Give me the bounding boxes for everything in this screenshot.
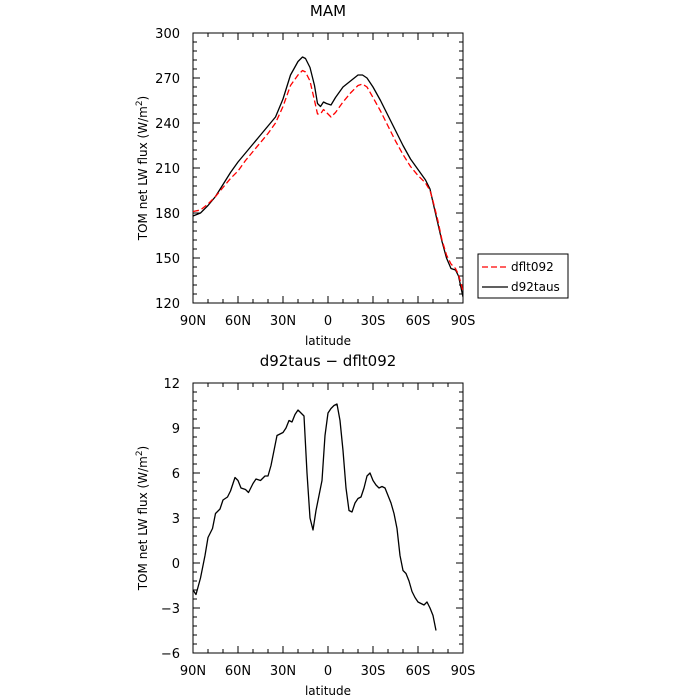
series-line-dflt092 bbox=[193, 69, 463, 292]
y-tick-label: 210 bbox=[155, 162, 180, 177]
x-tick-label: 60N bbox=[225, 314, 251, 329]
y-tick-label: 300 bbox=[155, 27, 180, 42]
chart-title: d92taus − dflt092 bbox=[260, 352, 397, 370]
series-line-d92taus bbox=[193, 56, 463, 298]
x-tick-label: 90S bbox=[451, 664, 476, 679]
legend-entry: d92taus bbox=[511, 280, 560, 294]
y-tick-label: 180 bbox=[155, 207, 180, 222]
y-tick-label: 0 bbox=[172, 557, 180, 572]
x-tick-label: 30S bbox=[361, 314, 386, 329]
y-axis-label-sup: 2 bbox=[135, 450, 145, 456]
x-tick-label: 30N bbox=[270, 314, 296, 329]
y-tick-label: −3 bbox=[161, 602, 180, 617]
legend-entry: dflt092 bbox=[511, 260, 554, 274]
y-axis-label-main: TOM net LW flux (W/m bbox=[136, 456, 150, 591]
y-axis-label-end: ) bbox=[136, 446, 150, 451]
y-axis-label-main: TOM net LW flux (W/m bbox=[136, 106, 150, 241]
chart-2: d92taus − dflt092 90N 60N 30N 0 30S 60S 90S −6 −3… bbox=[135, 352, 475, 698]
y-tick-label: 3 bbox=[172, 512, 180, 527]
y-tick-label: 9 bbox=[172, 422, 180, 437]
x-axis-label: latitude bbox=[305, 334, 351, 348]
chart-title: MAM bbox=[310, 2, 346, 20]
y-tick-label: 270 bbox=[155, 72, 180, 87]
x-tick-label: 90N bbox=[180, 664, 206, 679]
x-tick-label: 30S bbox=[361, 664, 386, 679]
y-axis-label-sup: 2 bbox=[135, 100, 145, 106]
y-tick-label: 12 bbox=[163, 377, 180, 392]
x-tick-label: 60S bbox=[406, 314, 431, 329]
chart-1: MAM 90N 60N 30N 0 30S 60S 90S 120 150 180 210 240 270… bbox=[135, 2, 569, 348]
legend-box bbox=[477, 253, 569, 299]
y-tick-label: 6 bbox=[172, 467, 180, 482]
x-tick-label: 90S bbox=[451, 314, 476, 329]
x-tick-label: 0 bbox=[324, 314, 332, 329]
x-tick-label: 90N bbox=[180, 314, 206, 329]
x-tick-label: 60N bbox=[225, 664, 251, 679]
x-tick-label: 60S bbox=[406, 664, 431, 679]
y-axis-label: TOM net LW flux (W/m2) bbox=[135, 446, 150, 592]
legend: dflt092 d92taus bbox=[477, 253, 569, 299]
y-tick-label: 150 bbox=[155, 252, 180, 267]
y-tick-label: 240 bbox=[155, 117, 180, 132]
y-axis-label: TOM net LW flux (W/m2) bbox=[135, 96, 150, 242]
y-tick-label: −6 bbox=[161, 647, 180, 662]
x-axis-label: latitude bbox=[305, 684, 351, 698]
x-tick-label: 0 bbox=[324, 664, 332, 679]
y-tick-label: 120 bbox=[155, 297, 180, 312]
series-line-difference bbox=[193, 403, 437, 631]
y-axis-label-end: ) bbox=[136, 96, 150, 101]
x-tick-label: 30N bbox=[270, 664, 296, 679]
plot-frame bbox=[192, 382, 464, 654]
